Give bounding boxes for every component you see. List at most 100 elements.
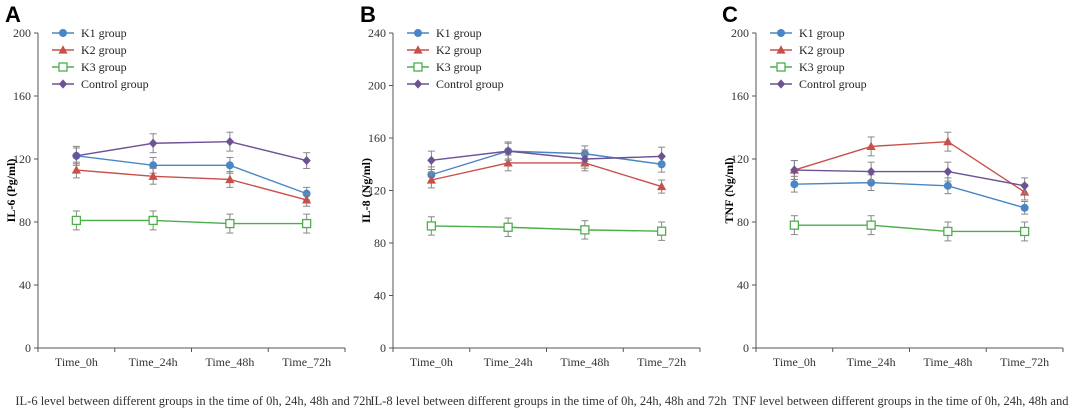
series-control-group	[790, 160, 1029, 195]
data-point	[656, 226, 667, 236]
data-point	[503, 222, 513, 232]
chart-panel-b: B 0 40 80 120 160 200 240 Time_0h Time_24h Time_48…	[359, 2, 727, 408]
series-line	[76, 155, 307, 195]
data-point	[503, 146, 513, 156]
legend-label: Control group	[81, 77, 149, 91]
y-tick-label: 200	[731, 26, 749, 40]
x-tick-label: Time_0h	[410, 355, 453, 369]
series-k2-group	[426, 154, 667, 194]
series-k2-group	[71, 161, 312, 207]
x-tick-label: Time_72h	[637, 355, 686, 369]
y-tick-label: 0	[743, 341, 749, 355]
series-k3-group	[789, 215, 1030, 242]
data-point	[148, 215, 158, 226]
data-point	[580, 154, 590, 164]
series-line	[794, 224, 1025, 233]
series-k2-group	[789, 131, 1030, 201]
panel-letter: B	[360, 2, 376, 27]
legend-marker	[58, 62, 68, 72]
chart-panel-a: A 0 40 80 120 160 200 Time_0h Time_24h Time_48h Ti…	[4, 2, 372, 408]
data-point	[943, 167, 953, 177]
legend-marker	[414, 29, 422, 37]
x-axis-caption: TNF level between different groups in th…	[733, 394, 1072, 408]
data-point	[426, 175, 436, 184]
legend-label: K1 group	[799, 26, 845, 40]
legend-marker	[413, 79, 423, 89]
series-k3-group	[426, 216, 667, 241]
series-line	[76, 169, 307, 201]
y-tick-label: 80	[737, 215, 749, 229]
y-axis-label: TNF (Ng/ml)	[722, 158, 736, 224]
y-tick-label: 40	[737, 278, 749, 292]
data-point	[149, 161, 158, 170]
series-k3-group	[71, 210, 312, 234]
data-point	[1019, 226, 1030, 237]
x-tick-label: Time_48h	[923, 355, 972, 369]
data-point	[301, 218, 312, 229]
y-tick-label: 200	[13, 26, 31, 40]
legend-label: K3 group	[436, 60, 482, 74]
data-point	[580, 225, 590, 235]
data-point	[790, 165, 799, 175]
legend-label: K2 group	[436, 43, 482, 57]
legend: K1 group K2 group K3 group Control group	[52, 26, 149, 91]
series-control-group	[427, 141, 666, 170]
series-line	[794, 169, 1025, 187]
x-tick-label: Time_0h	[773, 355, 816, 369]
series-k1-group	[790, 174, 1029, 215]
legend-marker	[58, 79, 68, 89]
data-point	[866, 167, 876, 177]
data-point	[225, 161, 234, 170]
x-tick-label: Time_72h	[1000, 355, 1049, 369]
x-tick-label: Time_24h	[847, 355, 896, 369]
y-tick-label: 120	[13, 152, 31, 166]
legend-marker	[776, 62, 786, 72]
data-point	[148, 138, 158, 148]
data-point	[148, 171, 158, 180]
data-point	[71, 215, 82, 226]
chart-panel-c: C 0 40 80 120 160 200 Time_0h Time_24h Time_48h Ti…	[722, 2, 1072, 408]
data-point	[427, 155, 436, 165]
legend: K1 group K2 group K3 group Control group	[770, 26, 867, 91]
x-axis-caption: IL-8 level between different groups in t…	[370, 394, 727, 408]
legend-marker	[58, 45, 68, 54]
data-point	[943, 181, 952, 190]
data-point	[503, 158, 513, 167]
y-tick-label: 0	[25, 341, 31, 355]
y-tick-label: 160	[13, 89, 31, 103]
data-point	[943, 226, 953, 237]
series-line	[431, 150, 662, 162]
x-tick-label: Time_0h	[55, 355, 98, 369]
data-point	[71, 165, 81, 174]
y-tick-label: 120	[731, 152, 749, 166]
legend-marker	[777, 29, 785, 37]
data-point	[1020, 181, 1029, 191]
series-line	[794, 140, 1026, 193]
y-tick-label: 40	[19, 278, 31, 292]
legend-label: K1 group	[81, 26, 127, 40]
legend-label: K2 group	[81, 43, 127, 57]
x-axis-caption: IL-6 level between different groups in t…	[15, 394, 372, 408]
legend-label: K2 group	[799, 43, 845, 57]
y-axis-label: IL-8 (Ng/ml)	[359, 158, 373, 223]
series-line	[431, 225, 662, 232]
y-tick-label: 80	[19, 215, 31, 229]
data-point	[866, 141, 876, 150]
legend-marker	[776, 79, 786, 89]
data-point	[72, 151, 81, 161]
y-axis-label: IL-6 (Pg/ml)	[4, 159, 18, 223]
panel-letter: A	[5, 2, 21, 27]
legend-marker	[413, 45, 423, 54]
panel-letter: C	[722, 2, 738, 27]
y-tick-label: 0	[380, 341, 386, 355]
series-line	[76, 219, 307, 225]
y-tick-label: 160	[731, 89, 749, 103]
data-point	[866, 220, 876, 230]
data-point	[225, 174, 235, 184]
data-point	[302, 195, 312, 204]
series-line	[794, 181, 1025, 209]
x-tick-label: Time_24h	[129, 355, 178, 369]
series-line	[431, 162, 662, 188]
y-tick-label: 240	[368, 26, 386, 40]
